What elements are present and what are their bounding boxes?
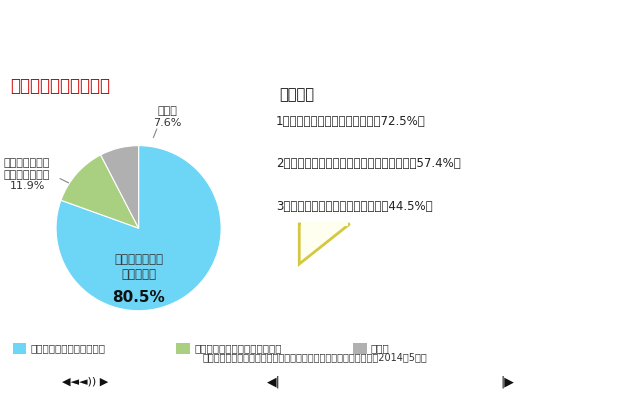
Text: |▶: |▶ <box>500 376 514 388</box>
Text: 仕事を続けたい
（したい）: 仕事を続けたい （したい） <box>114 253 163 281</box>
Text: 1/3: 1/3 <box>12 377 29 387</box>
Text: 3．がんの治療代をまかなうため（44.5%）: 3．がんの治療代をまかなうため（44.5%） <box>276 200 432 213</box>
Wedge shape <box>101 146 139 228</box>
Text: ◀|: ◀| <box>267 376 281 388</box>
Text: 仕事を辞めたい（したくない）: 仕事を辞めたい（したくない） <box>194 343 282 354</box>
Text: 80.5%: 80.5% <box>112 290 165 305</box>
Text: 仕事を辞めたい
（したくない）
11.9%: 仕事を辞めたい （したくない） 11.9% <box>4 158 50 191</box>
Text: 無回答
7.6%: 無回答 7.6% <box>153 106 181 128</box>
Wedge shape <box>56 146 221 311</box>
Text: 仕事を続けたい（したい）: 仕事を続けたい（したい） <box>30 343 105 354</box>
Text: 5人に4人は「仕事を続けたい！」: 5人に4人は「仕事を続けたい！」 <box>9 21 214 41</box>
Text: 1．家庭の生計を維持するため（72.5%）: 1．家庭の生計を維持するため（72.5%） <box>276 114 425 128</box>
Wedge shape <box>61 155 139 228</box>
Text: 出典：東京都福祉保健局「がん患者の就労等に関する実態調査」（2014年5月）: 出典：東京都福祉保健局「がん患者の就労等に関する実態調査」（2014年5月） <box>203 352 427 362</box>
Text: ◀◄◄)) ▶: ◀◄◄)) ▶ <box>62 377 108 387</box>
Text: 2．働くことが自身の生きがいであるため（57.4%）: 2．働くことが自身の生きがいであるため（57.4%） <box>276 157 461 170</box>
Text: がん患者の就労の意向: がん患者の就労の意向 <box>10 77 110 95</box>
Text: 無回答: 無回答 <box>370 343 389 354</box>
Text: その理由: その理由 <box>279 87 314 102</box>
